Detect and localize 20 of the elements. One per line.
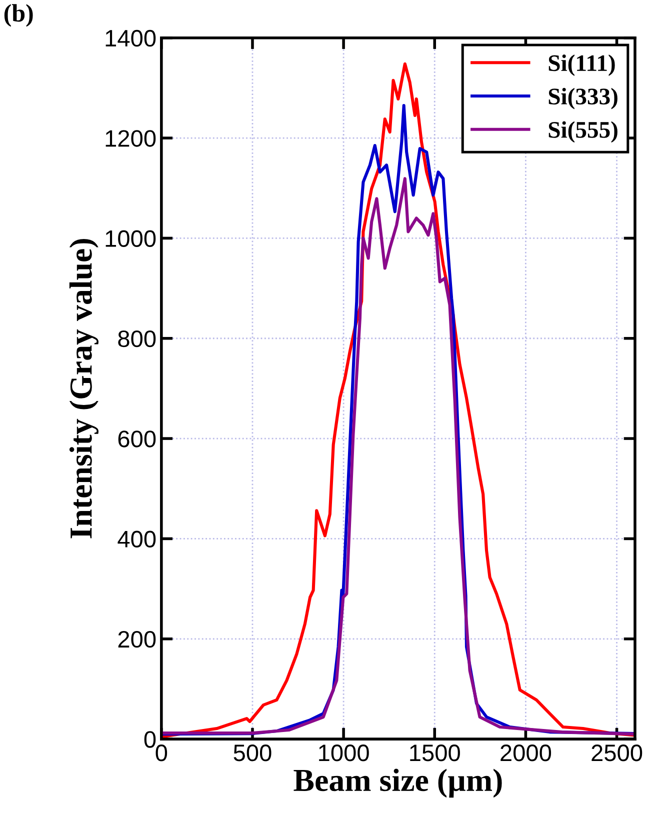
legend-label: Si(111) <box>548 54 615 76</box>
y-tick-label: 800 <box>118 330 156 348</box>
y-tick-label: 1400 <box>106 30 156 47</box>
x-axis-title: Beam size (µm) <box>294 768 502 798</box>
x-tick-label: 1000 <box>319 744 369 762</box>
y-tick-label: 600 <box>118 430 156 448</box>
legend-label: Si(555) <box>548 121 618 143</box>
x-tick-label: 1500 <box>410 744 460 762</box>
y-tick-label: 0 <box>144 731 156 748</box>
x-tick-label: 500 <box>234 744 272 762</box>
y-axis-title: Intensity (Gray value) <box>69 239 98 538</box>
x-tick-label: 2500 <box>592 744 642 762</box>
text: (b) <box>4 4 33 27</box>
legend-label: Si(333) <box>548 88 618 110</box>
y-tick-label: 1200 <box>106 130 156 147</box>
y-tick-label: 1000 <box>106 230 156 247</box>
y-tick-label: 200 <box>118 630 156 648</box>
x-tick-label: 0 <box>156 744 168 762</box>
y-tick-label: 400 <box>118 530 156 548</box>
x-tick-label: 2000 <box>500 744 552 762</box>
